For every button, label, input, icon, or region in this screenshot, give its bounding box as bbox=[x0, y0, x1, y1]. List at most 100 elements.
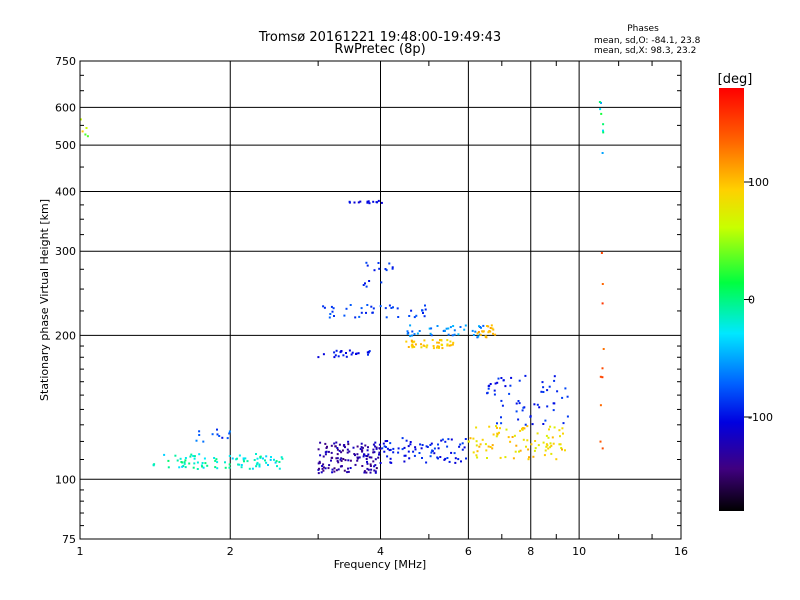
data-point bbox=[500, 377, 503, 379]
data-point bbox=[377, 456, 380, 459]
data-point bbox=[343, 469, 346, 472]
stats-x-line: mean, sd,X: 98.3, 23.2 bbox=[594, 46, 696, 56]
data-point bbox=[441, 344, 444, 347]
data-point bbox=[476, 456, 479, 459]
data-point bbox=[546, 405, 549, 408]
data-point bbox=[426, 344, 429, 347]
data-point bbox=[602, 348, 605, 350]
data-point bbox=[330, 444, 333, 447]
data-point bbox=[532, 455, 535, 458]
data-point bbox=[317, 356, 320, 359]
data-point bbox=[327, 467, 330, 470]
data-point bbox=[383, 450, 386, 453]
data-point bbox=[418, 452, 421, 454]
data-point bbox=[320, 471, 323, 474]
data-point bbox=[471, 329, 474, 332]
data-point bbox=[347, 459, 350, 462]
data-point bbox=[153, 463, 156, 466]
data-point bbox=[202, 466, 205, 469]
data-point bbox=[377, 199, 380, 202]
data-point bbox=[341, 449, 344, 452]
data-point bbox=[348, 349, 351, 352]
data-point bbox=[216, 428, 218, 431]
data-point bbox=[536, 432, 539, 435]
data-point bbox=[358, 456, 361, 459]
data-point bbox=[509, 440, 512, 443]
data-point bbox=[538, 406, 541, 409]
axis-ticks bbox=[80, 61, 681, 539]
data-point bbox=[317, 462, 320, 465]
data-point bbox=[167, 459, 170, 462]
data-point bbox=[359, 200, 362, 203]
data-point bbox=[476, 332, 479, 335]
data-point bbox=[336, 453, 339, 456]
data-point bbox=[365, 471, 368, 474]
data-point bbox=[388, 304, 391, 307]
data-point bbox=[425, 461, 428, 464]
y-tick-labels: 75 100 200 300 400 500 600 750 bbox=[55, 55, 76, 546]
data-point bbox=[413, 346, 416, 348]
data-point bbox=[372, 443, 375, 446]
data-point bbox=[472, 334, 475, 336]
data-point bbox=[278, 461, 281, 463]
data-point bbox=[366, 455, 369, 458]
data-point bbox=[203, 457, 206, 460]
data-point bbox=[522, 438, 525, 441]
data-point bbox=[262, 457, 264, 460]
data-point bbox=[368, 456, 371, 459]
data-point bbox=[477, 331, 480, 333]
data-point bbox=[347, 443, 350, 446]
data-point bbox=[436, 456, 439, 459]
data-point bbox=[366, 264, 369, 267]
data-point bbox=[409, 443, 412, 446]
data-point bbox=[411, 341, 414, 344]
data-point bbox=[430, 442, 433, 445]
data-point bbox=[550, 444, 553, 447]
data-point bbox=[479, 333, 482, 336]
data-point bbox=[601, 302, 604, 305]
data-point bbox=[460, 460, 462, 463]
data-point bbox=[354, 454, 356, 457]
x-tick-label: 2 bbox=[227, 545, 234, 558]
data-point bbox=[518, 450, 520, 453]
data-point bbox=[544, 449, 547, 452]
data-point bbox=[453, 452, 456, 455]
data-point bbox=[265, 461, 268, 464]
data-point bbox=[321, 465, 324, 467]
data-point bbox=[385, 269, 388, 272]
data-point bbox=[240, 466, 243, 469]
data-point bbox=[238, 463, 241, 466]
data-point bbox=[342, 354, 345, 357]
data-point bbox=[322, 469, 325, 472]
data-point bbox=[413, 333, 416, 336]
data-point bbox=[414, 448, 417, 451]
data-point bbox=[198, 430, 201, 433]
data-point bbox=[322, 466, 325, 469]
colorbar bbox=[719, 88, 744, 511]
data-point bbox=[361, 450, 364, 453]
data-point bbox=[410, 340, 413, 343]
data-point bbox=[461, 442, 464, 445]
data-point bbox=[363, 471, 366, 474]
data-point bbox=[547, 447, 550, 450]
data-point bbox=[189, 455, 192, 458]
data-point bbox=[363, 470, 366, 473]
data-point bbox=[412, 340, 415, 343]
data-point bbox=[367, 200, 370, 203]
data-point bbox=[372, 451, 375, 454]
data-point bbox=[489, 327, 492, 329]
data-point bbox=[275, 460, 278, 463]
data-point bbox=[401, 448, 404, 451]
data-point bbox=[449, 340, 452, 343]
data-point bbox=[464, 324, 467, 327]
data-point bbox=[542, 386, 545, 389]
data-point bbox=[238, 454, 241, 457]
data-point bbox=[486, 457, 488, 459]
data-point bbox=[367, 453, 370, 456]
data-point bbox=[548, 428, 550, 431]
data-point bbox=[444, 457, 447, 460]
grid-lines bbox=[80, 61, 681, 539]
data-point bbox=[543, 454, 546, 457]
data-point bbox=[214, 459, 217, 462]
data-point bbox=[541, 381, 544, 384]
